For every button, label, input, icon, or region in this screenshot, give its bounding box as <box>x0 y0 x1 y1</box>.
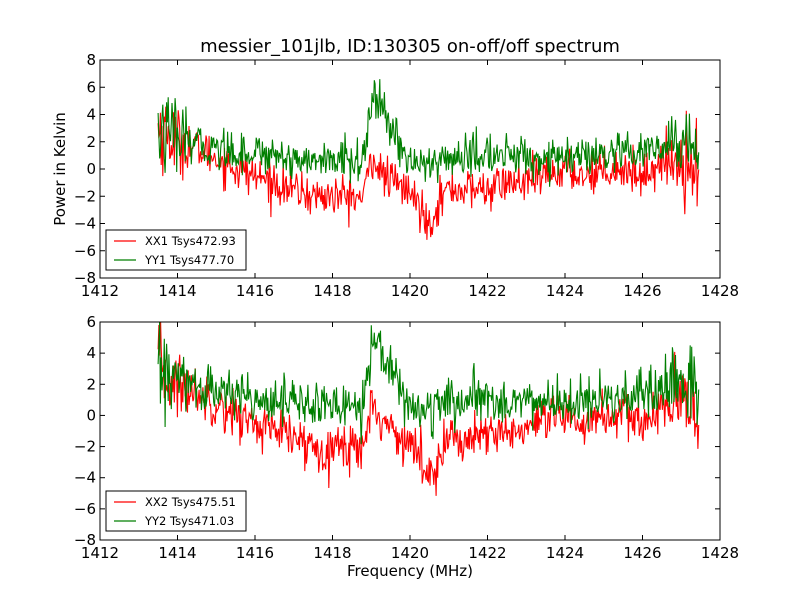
legend-box <box>105 229 247 271</box>
legend-box <box>105 490 247 532</box>
y-tick-label: −6 <box>74 242 96 260</box>
x-tick-label: 1426 <box>623 544 661 562</box>
x-tick-label: 1428 <box>701 544 739 562</box>
subplot-2: 1412 1414 1416 1418 1420 1422 1424 1426 1428 −8 −6… <box>74 313 739 562</box>
x-tick-label: 1428 <box>701 282 739 300</box>
x-tick-label: 1412 <box>81 544 119 562</box>
series-line-yy2 <box>157 322 700 445</box>
x-tick-label: 1414 <box>158 282 196 300</box>
y-tick-label: −8 <box>74 269 96 287</box>
x-tick-label: 1426 <box>623 282 661 300</box>
x-tick-label: 1424 <box>546 282 584 300</box>
legend-entry: YY2 Tsys471.03 <box>144 514 234 528</box>
x-tick-label: 1422 <box>468 282 506 300</box>
legend: XX1 Tsys472.93 YY1 Tsys477.70 <box>105 229 247 271</box>
x-tick-label: 1418 <box>313 282 351 300</box>
x-tick-label: 1416 <box>236 544 274 562</box>
legend-entry: XX2 Tsys475.51 <box>145 495 236 509</box>
x-tick-label: 1420 <box>391 544 429 562</box>
y-tick-label: 4 <box>86 344 96 362</box>
legend-entry: XX1 Tsys472.93 <box>145 234 236 248</box>
y-tick-label: −2 <box>74 438 96 456</box>
x-tick-label: 1418 <box>313 544 351 562</box>
y-tick-label: 2 <box>86 133 96 151</box>
y-axis-label: Power in Kelvin <box>51 112 69 226</box>
y-tick-label: −2 <box>74 187 96 205</box>
y-tick-label: 6 <box>86 78 96 96</box>
series-line-yy1 <box>157 79 700 187</box>
y-tick-label: 6 <box>86 313 96 331</box>
subplot-1: 1412 1414 1416 1418 1420 1422 1424 1426 1428 −8 −6… <box>74 51 739 300</box>
y-tick-label: 2 <box>86 375 96 393</box>
x-axis-label: Frequency (MHz) <box>347 562 473 580</box>
legend-entry: YY1 Tsys477.70 <box>144 253 234 267</box>
y-tick-label: 0 <box>86 406 96 424</box>
series-lines <box>157 322 700 496</box>
x-tick-label: 1412 <box>81 282 119 300</box>
legend: XX2 Tsys475.51 YY2 Tsys471.03 <box>105 490 247 532</box>
series-lines <box>157 79 700 240</box>
y-tick-label: 4 <box>86 106 96 124</box>
y-tick-label: −6 <box>74 500 96 518</box>
series-line-xx2 <box>157 322 700 496</box>
x-tick-label: 1422 <box>468 544 506 562</box>
y-tick-label: −8 <box>74 531 96 549</box>
chart-title: messier_101jlb, ID:130305 on-off/off spe… <box>200 36 620 57</box>
x-tick-label: 1416 <box>236 282 274 300</box>
series-line-xx1 <box>157 106 700 240</box>
plots-group: 1412 1414 1416 1418 1420 1422 1424 1426 1428 −8 −6… <box>74 51 739 562</box>
y-tick-label: −4 <box>74 469 96 487</box>
y-tick-label: −4 <box>74 215 96 233</box>
x-tick-label: 1420 <box>391 282 429 300</box>
x-tick-label: 1414 <box>158 544 196 562</box>
x-tick-label: 1424 <box>546 544 584 562</box>
y-tick-label: 0 <box>86 160 96 178</box>
y-tick-label: 8 <box>86 51 96 69</box>
